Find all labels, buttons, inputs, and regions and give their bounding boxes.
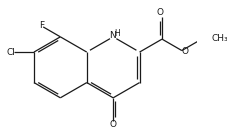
Text: H: H [114, 29, 119, 38]
Text: O: O [109, 120, 116, 129]
Text: F: F [39, 21, 44, 30]
Text: CH₃: CH₃ [210, 34, 227, 43]
Text: O: O [181, 47, 188, 56]
Text: Cl: Cl [7, 48, 15, 57]
Text: N: N [109, 31, 116, 40]
Text: O: O [156, 8, 163, 17]
